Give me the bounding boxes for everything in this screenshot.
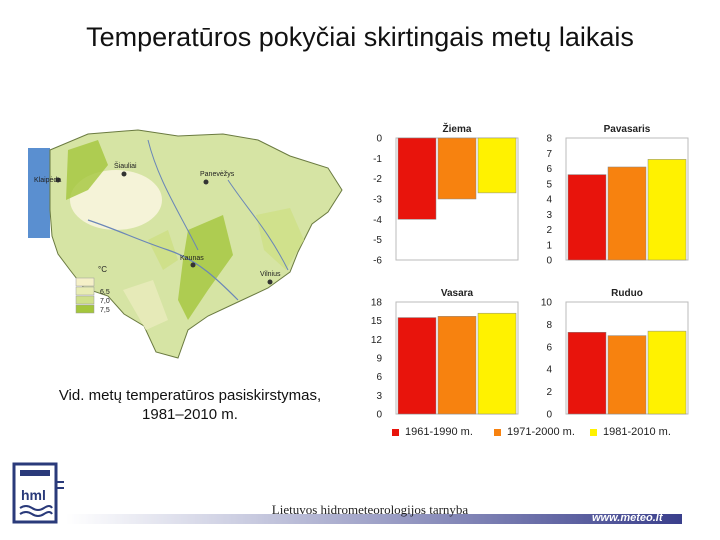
footer-url[interactable]: www.meteo.lt: [592, 512, 663, 524]
city-dot-klaipeda: [55, 177, 61, 183]
mid-zone-interior: [148, 230, 178, 270]
footer-organization: Lietuvos hidrometeorologijos tarnyba: [271, 502, 469, 517]
y-tick-label: 6: [546, 164, 552, 175]
y-tick-label: 0: [546, 410, 552, 421]
city-dot-siauliai: [121, 171, 127, 177]
legend-item-1981: 1981-2010 m.: [590, 426, 671, 438]
y-tick-label: 7: [546, 149, 552, 160]
legend-swatch-1961: [392, 428, 399, 436]
y-tick-label: 18: [371, 298, 383, 309]
y-tick-label: -3: [373, 195, 382, 206]
lithuania-map-graphic: Klaipėda Šiauliai Panevėžys Kaunas Vilni…: [28, 129, 343, 359]
city-label-vilnius: Vilnius: [260, 271, 281, 278]
map-caption: Vid. metų temperatūros pasiskirstymas, 1…: [58, 387, 322, 423]
legend-item-1961: 1961-1990 m.: [392, 426, 473, 438]
bar-19712000: [607, 335, 647, 415]
warm-zone-center: [178, 215, 233, 320]
bar-19712000: [437, 316, 477, 415]
bar-19812010: [477, 312, 517, 415]
map-legend-swatch-1: [75, 277, 95, 287]
chart-title: Pavasaris: [604, 124, 651, 135]
chart-winter: Žiema 0 -1 -2 -3 -4 -5 -6: [373, 122, 519, 267]
y-tick-label: -6: [373, 256, 382, 267]
legend-swatch-1971: [494, 428, 501, 436]
map-legend: °C 6,5 7,0 7,5: [75, 265, 110, 314]
map-legend-swatch-3: [75, 295, 95, 305]
baltic-sea: [28, 148, 50, 238]
city-dot-kaunas: [190, 262, 196, 268]
bar-19812010: [647, 159, 687, 261]
y-tick-label: 0: [376, 134, 382, 145]
legend-item-1971: 1971-2000 m.: [494, 426, 575, 438]
hml-logo: hml: [12, 462, 64, 526]
mid-zone-east: [256, 208, 304, 270]
legend-label-1961: 1961-1990 m.: [405, 426, 473, 438]
y-tick-label: 2: [546, 225, 552, 236]
y-tick-label: 4: [546, 365, 552, 376]
city-label-kaunas: Kaunas: [180, 255, 204, 262]
bar-19611990: [567, 174, 607, 261]
y-tick-label: 1: [546, 240, 552, 251]
y-tick-label: -5: [373, 235, 382, 246]
y-tick-label: 10: [541, 298, 553, 309]
hml-logo-graphic: hml: [12, 462, 64, 524]
map-legend-swatch-2: [75, 286, 95, 296]
legend-label-1971: 1971-2000 m.: [507, 426, 575, 438]
chart-legend: 1961-1990 m. 1971-2000 m. 1981-2010 m.: [392, 426, 692, 442]
hml-logo-text: hml: [21, 487, 46, 503]
y-tick-label: 3: [546, 210, 552, 221]
city-label-panevezys: Panevėžys: [200, 171, 235, 178]
bar-19812010: [647, 330, 687, 415]
chart-title: Vasara: [441, 288, 474, 299]
y-tick-label: 9: [376, 354, 382, 365]
y-tick-label: 0: [376, 410, 382, 421]
bar-19712000: [437, 137, 477, 200]
y-tick-label: -4: [373, 215, 382, 226]
chart-summer: Vasara 18 15 12 9 6 3 0: [371, 288, 519, 421]
bar-19611990: [567, 331, 607, 415]
y-tick-label: 12: [371, 335, 383, 346]
river-nevezis: [147, 139, 199, 251]
temperature-map: Klaipėda Šiauliai Panevėžys Kaunas Vilni…: [28, 120, 358, 368]
warm-zone-coast: [66, 140, 108, 200]
map-legend-value-2: 7,0: [100, 298, 110, 305]
y-tick-label: -2: [373, 174, 382, 185]
chart-spring: Pavasaris 8 7 6 5 4 3 2 1 0: [546, 124, 689, 267]
y-tick-label: 6: [546, 342, 552, 353]
y-tick-label: 8: [546, 134, 552, 145]
chart-title: Žiema: [443, 122, 472, 135]
city-label-siauliai: Šiauliai: [114, 161, 137, 170]
map-legend-value-1: 6,5: [100, 289, 110, 296]
y-tick-label: 3: [376, 391, 382, 402]
legend-swatch-1981: [590, 428, 597, 436]
river-neris: [227, 179, 289, 271]
y-tick-label: 4: [546, 195, 552, 206]
map-legend-swatch-4: [75, 304, 95, 314]
map-legend-unit: °C: [98, 265, 107, 274]
y-tick-label: -1: [373, 154, 382, 165]
river-nemunas: [87, 219, 239, 301]
map-legend-value-3: 7,5: [100, 307, 110, 314]
city-label-klaipeda: Klaipėda: [34, 177, 61, 184]
city-dot-panevezys: [203, 179, 209, 185]
y-tick-label: 8: [546, 320, 552, 331]
bar-19611990: [397, 137, 437, 220]
cool-zone-south: [123, 280, 168, 330]
footer-bar: [66, 514, 682, 524]
y-tick-label: 2: [546, 387, 552, 398]
y-tick-label: 6: [376, 372, 382, 383]
chart-title: Ruduo: [611, 288, 643, 299]
cool-zone-northwest: [70, 170, 162, 230]
y-tick-label: 15: [371, 316, 383, 327]
bar-19611990: [397, 317, 437, 415]
page-title: Temperatūros pokyčiai skirtingais metų l…: [86, 22, 634, 52]
y-tick-label: 5: [546, 179, 552, 190]
bar-19712000: [607, 166, 647, 261]
y-tick-label: 0: [546, 256, 552, 267]
chart-autumn: Ruduo 10 8 6 4 2 0: [541, 288, 689, 421]
city-dot-vilnius: [267, 279, 273, 285]
bar-19812010: [477, 137, 517, 194]
legend-label-1981: 1981-2010 m.: [603, 426, 671, 438]
